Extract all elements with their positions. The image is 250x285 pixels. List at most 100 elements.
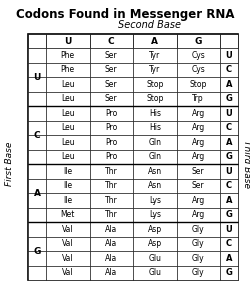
Bar xyxy=(90,266,133,280)
Text: A: A xyxy=(226,138,232,147)
Text: Tyr: Tyr xyxy=(149,51,160,60)
Text: Gln: Gln xyxy=(148,138,161,147)
Text: Second Base: Second Base xyxy=(118,20,182,30)
Text: Arg: Arg xyxy=(192,138,205,147)
Text: Stop: Stop xyxy=(190,80,207,89)
Bar xyxy=(133,77,176,91)
Bar xyxy=(220,48,238,62)
Bar xyxy=(133,178,176,193)
Text: Lys: Lys xyxy=(149,210,161,219)
Bar xyxy=(133,237,176,251)
Text: Arg: Arg xyxy=(192,210,205,219)
Text: Pro: Pro xyxy=(105,152,118,161)
Bar xyxy=(46,121,90,135)
Bar xyxy=(176,251,220,266)
Bar xyxy=(90,237,133,251)
Bar xyxy=(46,48,90,62)
Bar xyxy=(46,62,90,77)
Text: Third Base: Third Base xyxy=(242,140,250,188)
Text: Val: Val xyxy=(62,225,74,234)
Text: Ala: Ala xyxy=(105,268,118,277)
Bar xyxy=(220,91,238,106)
Bar xyxy=(28,77,46,91)
Bar xyxy=(28,34,238,280)
Text: Ala: Ala xyxy=(105,225,118,234)
Text: Thr: Thr xyxy=(105,181,118,190)
Bar xyxy=(133,91,176,106)
Bar xyxy=(220,178,238,193)
Bar xyxy=(46,106,90,121)
Text: C: C xyxy=(34,131,40,139)
Bar xyxy=(133,266,176,280)
Text: His: His xyxy=(149,123,161,132)
Text: Leu: Leu xyxy=(61,94,74,103)
Bar xyxy=(46,135,90,150)
Bar xyxy=(133,62,176,77)
Text: Gly: Gly xyxy=(192,254,204,263)
Text: Ser: Ser xyxy=(105,65,118,74)
Text: Pro: Pro xyxy=(105,123,118,132)
Text: U: U xyxy=(64,36,72,46)
Bar xyxy=(220,237,238,251)
Text: Ile: Ile xyxy=(63,167,72,176)
Bar xyxy=(28,207,46,222)
Text: Trp: Trp xyxy=(192,94,204,103)
Bar xyxy=(46,251,90,266)
Text: Thr: Thr xyxy=(105,167,118,176)
Text: Pro: Pro xyxy=(105,138,118,147)
Bar xyxy=(28,150,46,164)
Text: G: G xyxy=(33,247,41,255)
Text: Ile: Ile xyxy=(63,181,72,190)
Bar xyxy=(176,48,220,62)
Bar xyxy=(90,135,133,150)
Text: Phe: Phe xyxy=(61,51,75,60)
Text: Glu: Glu xyxy=(148,268,161,277)
Text: U: U xyxy=(33,72,41,82)
Bar xyxy=(176,164,220,178)
Bar xyxy=(176,207,220,222)
Bar xyxy=(46,91,90,106)
Bar xyxy=(176,106,220,121)
Bar xyxy=(220,222,238,237)
Bar xyxy=(46,222,90,237)
Text: Asp: Asp xyxy=(148,225,162,234)
Bar xyxy=(133,150,176,164)
Bar xyxy=(176,77,220,91)
Bar xyxy=(133,251,176,266)
Text: G: G xyxy=(226,268,232,277)
Text: Glu: Glu xyxy=(148,254,161,263)
Bar xyxy=(90,62,133,77)
Text: Stop: Stop xyxy=(146,94,164,103)
Bar xyxy=(220,34,238,48)
Bar xyxy=(176,178,220,193)
Bar xyxy=(176,222,220,237)
Text: A: A xyxy=(151,36,158,46)
Bar xyxy=(220,77,238,91)
Bar xyxy=(176,34,220,48)
Bar xyxy=(90,222,133,237)
Bar xyxy=(90,106,133,121)
Bar xyxy=(28,251,46,266)
Text: Lys: Lys xyxy=(149,196,161,205)
Bar xyxy=(133,106,176,121)
Text: U: U xyxy=(226,167,232,176)
Text: Ser: Ser xyxy=(192,181,204,190)
Text: Ser: Ser xyxy=(105,94,118,103)
Bar xyxy=(28,193,46,207)
Text: U: U xyxy=(226,225,232,234)
Text: U: U xyxy=(226,109,232,118)
Bar xyxy=(220,135,238,150)
Text: Gly: Gly xyxy=(192,268,204,277)
Bar xyxy=(176,266,220,280)
Bar xyxy=(176,121,220,135)
Text: Pro: Pro xyxy=(105,109,118,118)
Text: A: A xyxy=(226,196,232,205)
Bar xyxy=(46,77,90,91)
Bar xyxy=(133,135,176,150)
Bar xyxy=(220,193,238,207)
Bar xyxy=(28,62,46,77)
Text: Cys: Cys xyxy=(192,51,205,60)
Text: Arg: Arg xyxy=(192,109,205,118)
Bar xyxy=(220,62,238,77)
Bar xyxy=(90,91,133,106)
